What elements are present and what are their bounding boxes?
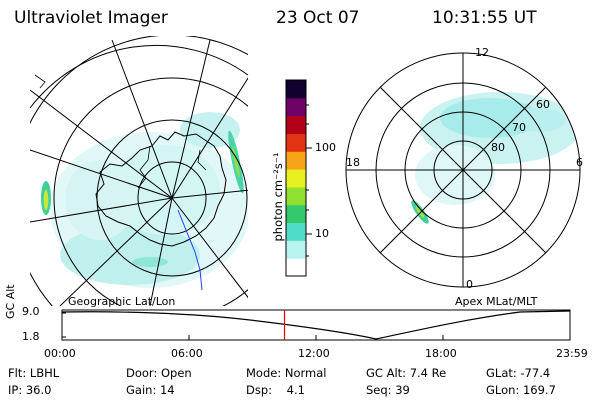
colorbar-stripe [286,151,306,170]
colorbar-stripe [286,133,306,152]
timeline-ytick-high: 9.0 [22,305,40,318]
info-flt: Flt: LBHL [8,366,60,380]
geographic-map [30,36,248,306]
colorbar-stripe [286,186,306,206]
instrument-title: Ultraviolet Imager [14,8,168,28]
info-gc-alt: GC Alt: 7.4 Re [366,366,447,380]
timeline-xtick-1: 06:00 [171,347,203,360]
timeline-xtick-0: 00:00 [44,347,76,360]
info-gain: Gain: 14 [126,383,175,397]
timeline-xtick-4: 23:59 [556,347,588,360]
mlt-label-6: 6 [576,156,583,169]
info-ip: IP: 36.0 [8,383,52,397]
info-glat: GLat: -77.4 [486,366,551,380]
colorbar-stripe [286,258,306,277]
timeline-xtick-2: 12:00 [298,347,330,360]
info-door: Door: Open [126,366,192,380]
colorbar-stripe [286,204,306,224]
colorbar-stripe [286,97,306,117]
timeline-xtick-3: 18:00 [425,347,457,360]
colorbar-stripe [286,169,306,188]
mlat-label-70: 70 [512,121,526,134]
info-glon: GLon: 169.7 [486,383,556,397]
colorbar-stripe [286,222,306,241]
info-mode: Mode: Normal [246,366,327,380]
info-seq: Seq: 39 [366,383,410,397]
colorbar-label: photon cm⁻²s⁻¹ [271,152,285,242]
info-dsp: Dsp: 4.1 [246,383,305,397]
date-label: 23 Oct 07 [276,8,360,28]
colorbar-tick-10: 10 [315,227,329,240]
colorbar-stripe [286,80,306,99]
mlat-label-80: 80 [491,141,505,154]
right-panel-caption: Apex MLat/MLT [455,295,538,308]
mlt-label-0: 0 [466,278,473,291]
colorbar [285,79,312,277]
colorbar-stripe [286,240,306,259]
timeline-ytick-low: 1.8 [22,330,40,343]
mlt-label-18: 18 [346,156,360,169]
timeline-y-label: GC Alt [4,284,17,319]
mlat-label-60: 60 [536,98,550,111]
left-panel-caption: Geographic Lat/Lon [68,295,176,308]
time-label: 10:31:55 UT [432,8,537,28]
colorbar-stripe [286,115,306,134]
colorbar-tick-100: 100 [315,141,336,154]
mlt-label-12: 12 [475,46,489,59]
altitude-timeline [61,309,571,341]
polar-map [345,52,581,288]
